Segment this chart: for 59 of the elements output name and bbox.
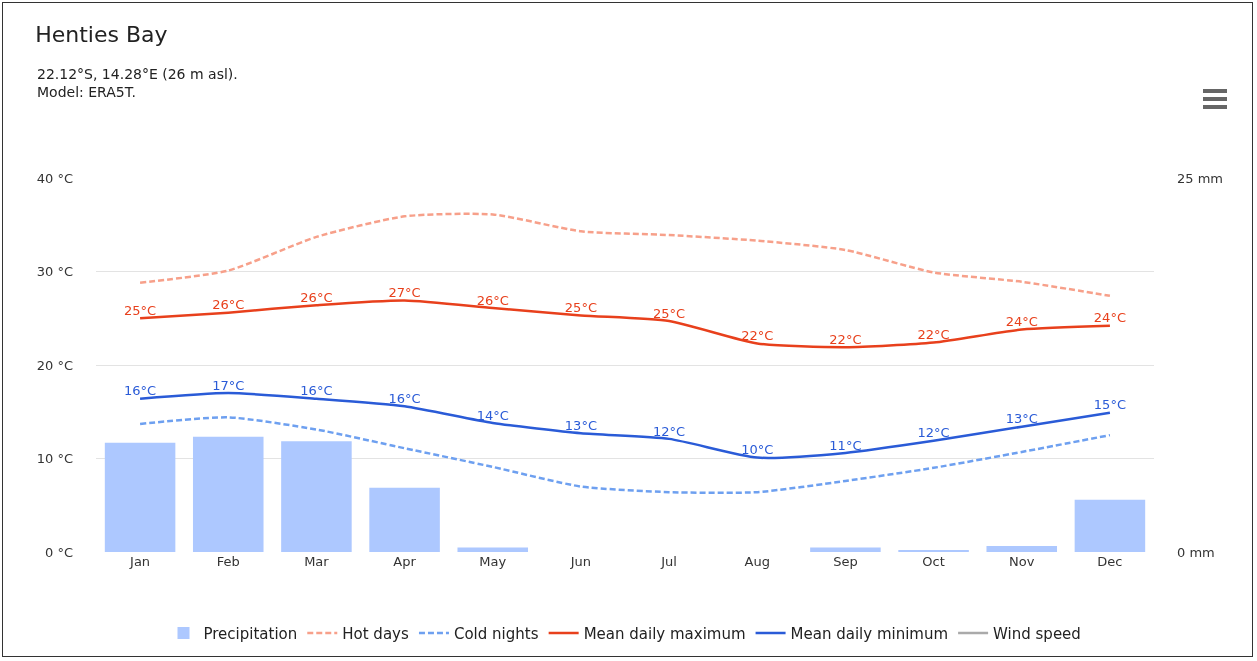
data-label: 15°C xyxy=(1093,397,1126,413)
x-tick-label: Nov xyxy=(1009,554,1035,569)
data-label: 13°C xyxy=(1005,411,1038,427)
data-label: 14°C xyxy=(476,407,509,423)
x-tick-label: May xyxy=(479,554,507,569)
bar xyxy=(810,547,881,552)
legend-label: Cold nights xyxy=(453,624,539,643)
data-label: 25°C xyxy=(564,300,597,316)
x-tick-label: Feb xyxy=(216,554,240,569)
x-tick-label: Jan xyxy=(129,554,151,569)
data-label: 12°C xyxy=(917,425,950,441)
x-tick-label: Jun xyxy=(569,554,592,569)
data-label: 13°C xyxy=(564,418,597,434)
data-label: 22°C xyxy=(917,327,950,343)
data-label: 24°C xyxy=(1093,310,1126,326)
bar xyxy=(281,441,352,552)
bar xyxy=(457,547,529,552)
x-tick-label: Aug xyxy=(744,554,770,569)
x-tick-label: Mar xyxy=(304,554,330,569)
data-label: 26°C xyxy=(476,292,509,308)
x-tick-label: Dec xyxy=(1097,554,1123,569)
legend-label: Hot days xyxy=(342,624,409,643)
data-label: 16°C xyxy=(388,390,421,406)
y-tick-label: 40 °C xyxy=(36,170,73,186)
legend-label: Precipitation xyxy=(203,624,298,643)
data-label: 26°C xyxy=(300,289,333,305)
data-label: 16°C xyxy=(124,383,157,399)
data-label: 24°C xyxy=(1005,314,1038,330)
data-label: 16°C xyxy=(300,383,333,399)
bar xyxy=(986,546,1058,552)
y-tick-label: 10 °C xyxy=(36,451,73,467)
chart-subtitle: 22.12°S, 14.28°E (26 m asl). Model: ERA5T. xyxy=(37,66,238,101)
data-label: 26°C xyxy=(212,297,245,313)
y-tick-label: 30 °C xyxy=(36,264,73,280)
y2-tick-label: 25 mm xyxy=(1177,170,1224,186)
y2-tick-label: 0 mm xyxy=(1177,544,1215,560)
data-label: 27°C xyxy=(388,285,421,301)
y-tick-label: 20 °C xyxy=(36,357,73,373)
data-label: 22°C xyxy=(829,331,862,347)
data-label: 12°C xyxy=(653,423,686,439)
legend-label: Mean daily minimum xyxy=(790,624,949,643)
x-tick-label: Jul xyxy=(660,554,677,569)
x-tick-label: Sep xyxy=(833,554,858,569)
legend-label: Mean daily maximum xyxy=(583,624,746,643)
data-label: 22°C xyxy=(741,328,774,344)
x-tick-label: Oct xyxy=(922,554,945,569)
x-tick-label: Apr xyxy=(393,554,417,569)
bar xyxy=(192,436,264,552)
data-label: 10°C xyxy=(741,442,774,458)
y-tick-label: 0 °C xyxy=(45,544,73,560)
data-label: 25°C xyxy=(653,305,686,321)
bar xyxy=(104,442,176,552)
data-label: 11°C xyxy=(829,437,862,453)
legend-label: Wind speed xyxy=(993,624,1081,643)
bar xyxy=(369,487,440,552)
bar xyxy=(1074,499,1146,552)
chart-title: Henties Bay xyxy=(35,21,168,47)
data-label: 17°C xyxy=(212,377,245,393)
data-label: 25°C xyxy=(124,303,157,318)
